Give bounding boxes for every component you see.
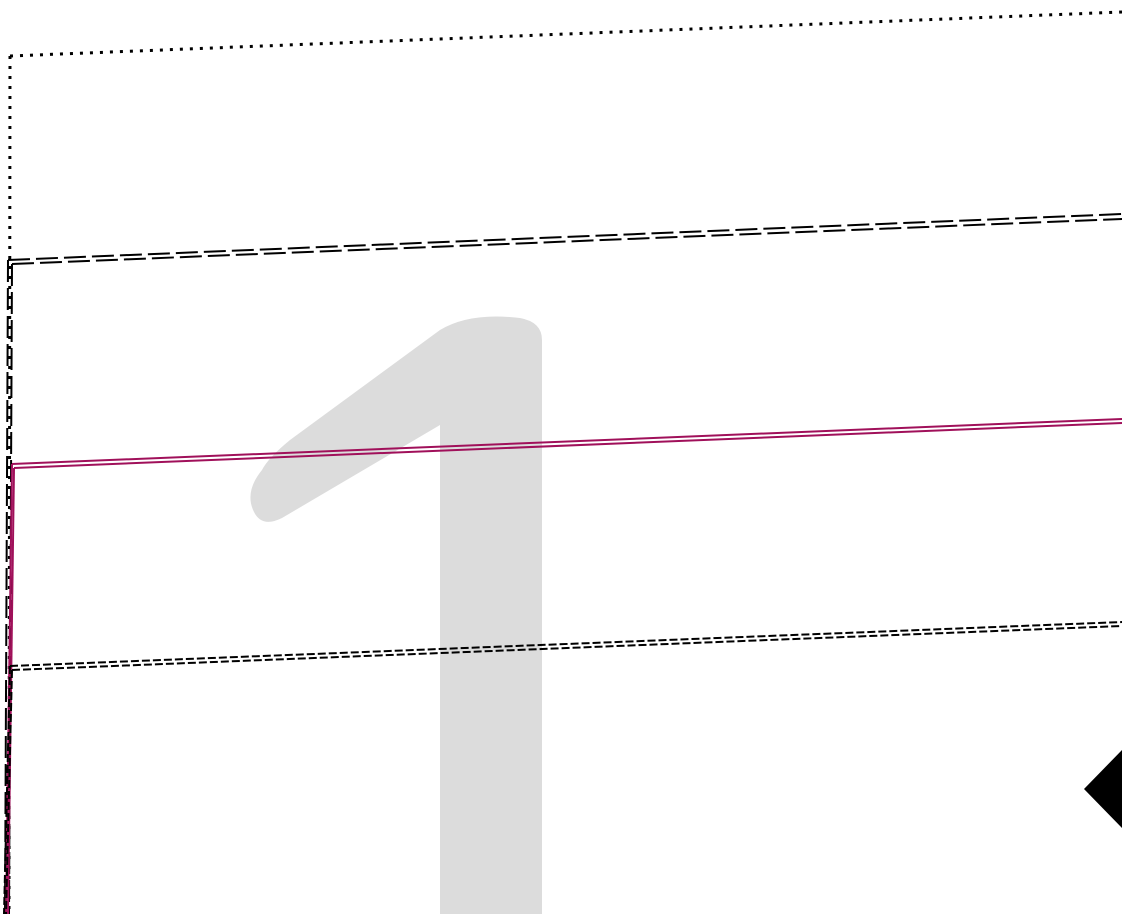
long-dash-frame — [4, 213, 1122, 914]
numeral-one-shape — [250, 316, 542, 914]
outer-dotted-frame — [7, 10, 1122, 914]
magenta-double-frame — [5, 418, 1122, 914]
background-numeral — [250, 316, 542, 914]
short-dash-frame — [3, 621, 1122, 914]
diamond-marker — [1084, 750, 1122, 828]
diamond-icon — [1084, 750, 1122, 828]
